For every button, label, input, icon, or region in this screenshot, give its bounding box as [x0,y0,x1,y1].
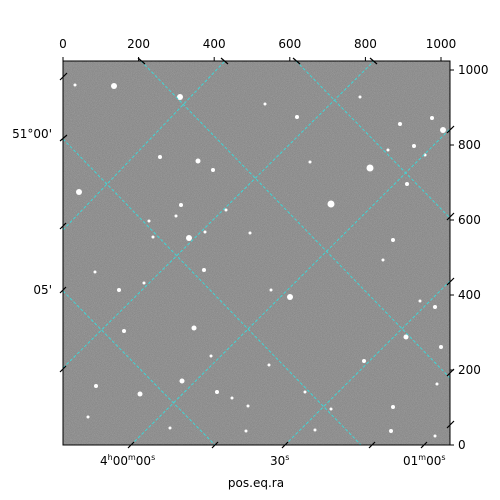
star [389,429,393,433]
star [177,94,183,100]
star [433,305,437,309]
star [440,127,446,133]
star [211,168,215,172]
star [186,235,192,241]
right-tick-label: 400 [458,288,481,302]
star [391,405,395,409]
grid-line [63,61,226,231]
star [179,378,185,384]
grid-line [63,138,362,445]
star [122,329,126,333]
star [381,258,385,262]
star [202,268,206,272]
plot-frame [62,60,451,446]
star [224,208,228,212]
star [191,325,197,331]
star [93,270,97,274]
ra-tick-label: 01m00s [403,453,446,468]
top-tick-label: 400 [203,37,226,51]
star [117,288,121,292]
world-ticks [59,57,455,449]
star [303,390,307,394]
star [295,115,299,119]
grid-line [63,290,216,445]
star [386,148,390,152]
star [158,155,162,159]
top-tick-label: 1000 [426,37,457,51]
star [203,230,207,234]
ra-tick-label: 4h00m00s [100,453,155,468]
star [215,390,219,394]
star [439,345,443,349]
top-tick-label: 0 [59,37,67,51]
star [435,382,439,386]
star [263,102,267,106]
coordinate-grid [63,61,450,445]
dec-tick-label: 05' [33,283,52,297]
star [195,158,201,164]
star [329,407,333,411]
top-axis [62,57,442,61]
grid-line [295,61,450,219]
star [168,426,172,430]
star [391,238,395,242]
star [403,334,409,340]
star [269,288,273,292]
x-axis-label: pos.eq.ra [228,476,284,490]
star [267,363,271,367]
star [362,359,366,363]
top-tick-label: 200 [127,37,150,51]
star [86,415,90,419]
top-tick-label: 600 [278,37,301,51]
star [418,299,422,303]
star [76,189,82,195]
star [73,83,77,87]
star [313,428,317,432]
star [430,116,434,120]
star [142,281,146,285]
grid-line [63,61,375,369]
star [137,391,143,397]
right-tick-label: 800 [458,138,481,152]
top-tick-label: 800 [354,37,377,51]
star [174,214,178,218]
star [248,231,252,235]
star [405,182,409,186]
star [230,396,234,400]
star [287,294,293,300]
star [412,144,416,148]
star [246,404,250,408]
star [244,429,248,433]
stars [73,83,446,438]
star [94,384,98,388]
right-tick-label: 200 [458,363,481,377]
star [398,122,402,126]
right-tick-label: 600 [458,213,481,227]
star [358,95,362,99]
star [209,354,213,358]
star [147,219,151,223]
ra-tick-label: 30s [270,453,289,468]
star [111,83,117,89]
right-tick-label: 0 [458,438,466,452]
star [366,164,374,172]
grid-line [140,61,450,379]
grid-line [284,280,450,445]
star [151,235,155,239]
right-tick-label: 1000 [458,63,489,77]
star [433,434,437,438]
star [327,200,335,208]
dec-tick-label: 51°00' [12,127,52,141]
star [179,203,183,207]
star [308,160,312,164]
sky-image [63,61,450,445]
